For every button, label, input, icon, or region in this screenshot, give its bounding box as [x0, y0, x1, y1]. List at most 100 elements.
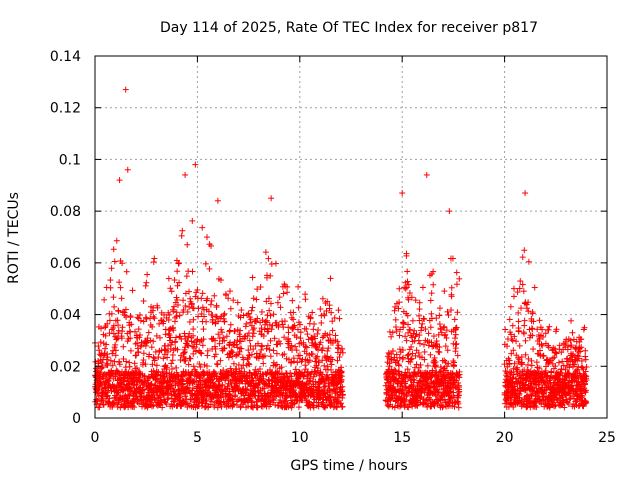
data-point: [141, 372, 148, 379]
data-point: [189, 268, 196, 275]
data-point: [212, 345, 219, 352]
data-point: [213, 314, 220, 321]
data-point: [161, 311, 168, 318]
data-point: [258, 308, 265, 315]
data-point: [521, 317, 528, 324]
data-point: [133, 389, 140, 396]
data-point: [190, 363, 197, 370]
data-point: [415, 337, 422, 344]
data-point: [129, 287, 136, 294]
data-point: [127, 314, 134, 321]
data-point: [536, 317, 543, 324]
y-axis-label: ROTI / TECUs: [6, 192, 22, 284]
data-point: [171, 277, 178, 284]
data-point: [151, 355, 158, 362]
data-point: [151, 255, 158, 262]
data-point: [119, 260, 126, 267]
data-point: [198, 295, 205, 302]
data-point: [160, 355, 167, 362]
data-point: [510, 285, 517, 292]
data-point: [154, 304, 161, 311]
data-point: [140, 298, 147, 305]
data-point: [195, 305, 202, 312]
data-point: [276, 294, 283, 301]
data-point: [102, 332, 109, 339]
data-point: [229, 349, 236, 356]
data-point: [165, 275, 172, 282]
data-point: [133, 365, 140, 372]
x-tick-label: 5: [193, 430, 202, 446]
data-point: [161, 351, 168, 358]
data-point: [423, 171, 430, 178]
data-point: [302, 296, 309, 303]
data-point: [446, 208, 453, 215]
x-tick-label: 10: [291, 430, 309, 446]
data-point: [178, 232, 185, 239]
data-point: [396, 332, 403, 339]
data-point: [428, 290, 435, 297]
data-point: [170, 327, 177, 334]
data-point: [104, 354, 111, 361]
data-point: [219, 381, 226, 388]
data-point: [453, 340, 460, 347]
data-point: [103, 341, 110, 348]
data-point: [108, 310, 115, 317]
x-axis-label: GPS time / hours: [290, 458, 407, 474]
data-point: [424, 362, 431, 369]
data-point: [171, 303, 178, 310]
data-point: [112, 341, 119, 348]
data-point: [218, 387, 225, 394]
data-point: [211, 292, 218, 299]
data-point: [220, 312, 227, 319]
data-point: [127, 347, 134, 354]
x-tick-label: 15: [393, 430, 411, 446]
data-point: [240, 312, 247, 319]
y-tick-label: 0.04: [50, 308, 81, 324]
data-point: [182, 357, 189, 364]
x-tick-label: 25: [598, 430, 616, 446]
data-point: [225, 295, 232, 302]
data-point: [284, 289, 291, 296]
data-point: [206, 385, 213, 392]
data-point: [229, 396, 236, 403]
data-point: [214, 404, 221, 411]
data-point: [204, 234, 211, 241]
data-point: [183, 273, 190, 280]
data-point: [427, 324, 434, 331]
data-point: [116, 177, 123, 184]
data-point: [540, 352, 547, 359]
data-point: [123, 268, 130, 275]
data-point: [147, 337, 154, 344]
data-point: [189, 384, 196, 391]
data-point: [176, 279, 183, 286]
data-point: [173, 309, 180, 316]
data-point: [109, 362, 116, 369]
chart-title: Day 114 of 2025, Rate Of TEC Index for r…: [160, 20, 538, 36]
data-point: [101, 296, 108, 303]
data-point: [315, 327, 322, 334]
data-point: [149, 323, 156, 330]
y-tick-label: 0: [72, 411, 81, 427]
data-point: [238, 345, 245, 352]
x-tick-label: 20: [496, 430, 514, 446]
data-point: [260, 360, 267, 367]
data-point: [146, 351, 153, 358]
y-tick-labels: 0 0.02 0.04 0.06 0.08 0.1 0.12 0.14: [50, 49, 81, 427]
data-point: [131, 404, 138, 411]
data-point: [150, 258, 157, 265]
data-point: [96, 347, 103, 354]
data-point: [206, 265, 213, 272]
data-point: [217, 357, 224, 364]
data-point: [548, 368, 555, 375]
data-point: [253, 296, 260, 303]
data-point: [416, 306, 423, 313]
data-point: [116, 361, 123, 368]
data-point: [220, 334, 227, 341]
data-point: [110, 322, 117, 329]
data-point: [149, 361, 156, 368]
data-point: [433, 315, 440, 322]
data-point: [253, 318, 260, 325]
data-point: [169, 357, 176, 364]
data-point: [174, 301, 181, 308]
data-point: [221, 337, 228, 344]
